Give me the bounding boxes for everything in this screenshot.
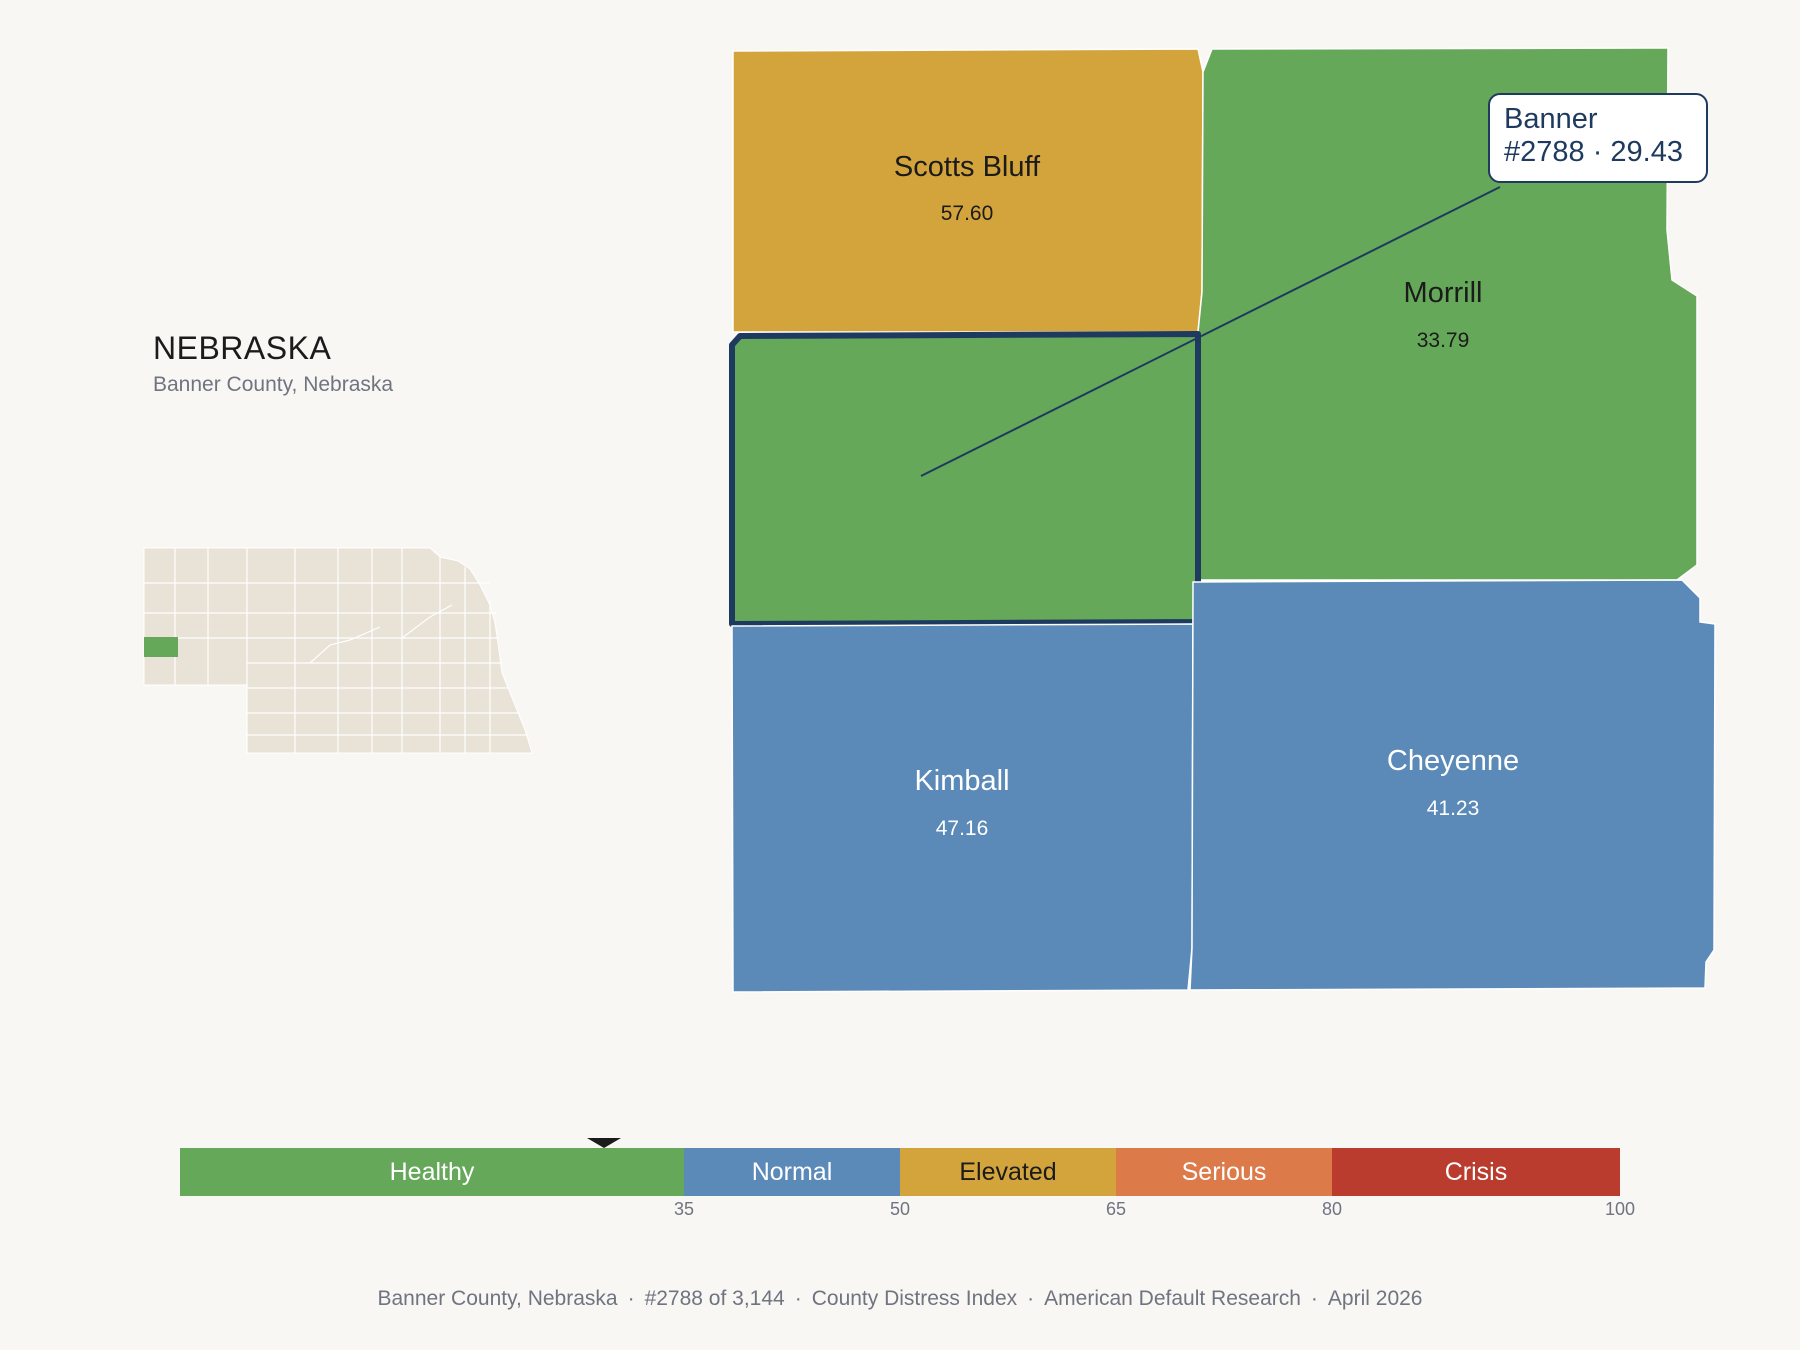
footer-separator: · (1310, 1287, 1318, 1310)
footer-separator: · (1027, 1287, 1035, 1310)
county-kimball[interactable] (731, 623, 1194, 993)
county-banner[interactable] (729, 331, 1201, 627)
callout-leader-line (920, 186, 1501, 477)
distress-scale-legend: Healthy Normal Elevated Serious Crisis (180, 1148, 1620, 1196)
legend-segment-healthy: Healthy (180, 1148, 684, 1196)
footer-separator: · (627, 1287, 635, 1310)
score-marker-icon (587, 1138, 621, 1148)
footer-county: Banner County, Nebraska (377, 1287, 618, 1310)
footer-index-name: County Distress Index (811, 1287, 1018, 1310)
callout-rank-score: #2788 · 29.43 (1504, 136, 1683, 168)
county-subtitle: Banner County, Nebraska (153, 373, 394, 396)
title-block: NEBRASKA Banner County, Nebraska (153, 330, 393, 397)
footer-date: April 2026 (1327, 1287, 1423, 1310)
county-grid-lines (144, 548, 528, 753)
state-title: NEBRASKA (153, 330, 332, 366)
county-label-morrill: Morrill (1404, 277, 1483, 309)
county-score-cheyenne: 41.23 (1427, 797, 1480, 820)
county-score-scotts-bluff: 57.60 (941, 202, 994, 225)
county-label-scotts-bluff: Scotts Bluff (894, 151, 1041, 183)
legend-tick-100: 100 (1604, 1199, 1636, 1219)
footer: Banner County, Nebraska · #2788 of 3,144 · C… (0, 1287, 1800, 1311)
county-cheyenne[interactable] (1189, 579, 1716, 991)
footer-rank: #2788 of 3,144 (644, 1287, 785, 1310)
county-callout: Banner #2788 · 29.43 (1488, 93, 1708, 183)
legend-tick-35: 35 (673, 1199, 695, 1219)
legend-segment-serious: Serious (1116, 1148, 1332, 1196)
callout-county-name: Banner (1504, 103, 1598, 135)
legend-segment-elevated: Elevated (900, 1148, 1116, 1196)
footer-separator: · (794, 1287, 802, 1310)
legend-segment-normal: Normal (684, 1148, 900, 1196)
legend-segment-crisis: Crisis (1332, 1148, 1620, 1196)
legend-tick-80: 80 (1321, 1199, 1343, 1219)
county-label-cheyenne: Cheyenne (1387, 745, 1519, 777)
selected-county-marker (144, 637, 178, 657)
county-score-kimball: 47.16 (936, 817, 989, 840)
legend-tick-65: 65 (1105, 1199, 1127, 1219)
state-locator-map (143, 547, 533, 754)
county-map: Scotts Bluff 57.60 Morrill 33.79 Kimball… (729, 47, 1716, 993)
county-label-kimball: Kimball (914, 765, 1009, 797)
footer-source: American Default Research (1044, 1287, 1301, 1310)
county-scotts-bluff[interactable] (732, 48, 1204, 333)
legend-tick-50: 50 (889, 1199, 911, 1219)
county-score-morrill: 33.79 (1417, 329, 1470, 352)
